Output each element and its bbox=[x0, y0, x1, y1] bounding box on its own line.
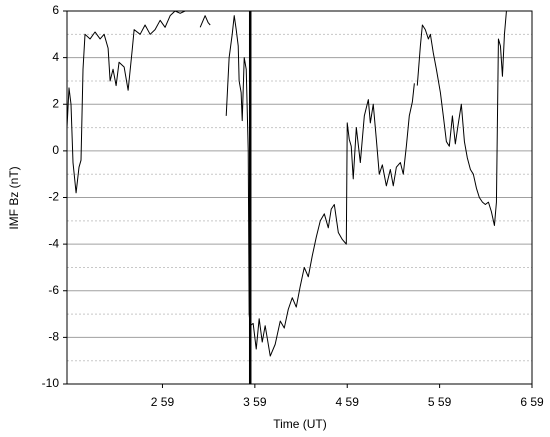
x-tick-label: 4 59 bbox=[336, 395, 360, 409]
x-tick-label: 3 59 bbox=[243, 395, 267, 409]
y-tick-label: -6 bbox=[48, 283, 59, 297]
y-tick-label: -2 bbox=[48, 190, 59, 204]
x-tick-label: 6 59 bbox=[520, 395, 544, 409]
y-tick-label: 6 bbox=[52, 3, 59, 17]
y-tick-label: -4 bbox=[48, 236, 59, 250]
plot-frame bbox=[66, 10, 533, 385]
y-tick-label: -8 bbox=[48, 330, 59, 344]
y-tick-label: 2 bbox=[52, 96, 59, 110]
y-axis-title: IMF Bz (nT) bbox=[7, 166, 21, 229]
y-tick-label: -10 bbox=[42, 376, 60, 390]
x-axis-title: Time (UT) bbox=[273, 417, 327, 431]
y-tick-label: 0 bbox=[52, 143, 59, 157]
x-tick-label: 2 59 bbox=[151, 395, 175, 409]
data-line bbox=[66, 10, 507, 357]
y-tick-label: 4 bbox=[52, 50, 59, 64]
x-tick-label: 5 59 bbox=[428, 395, 452, 409]
